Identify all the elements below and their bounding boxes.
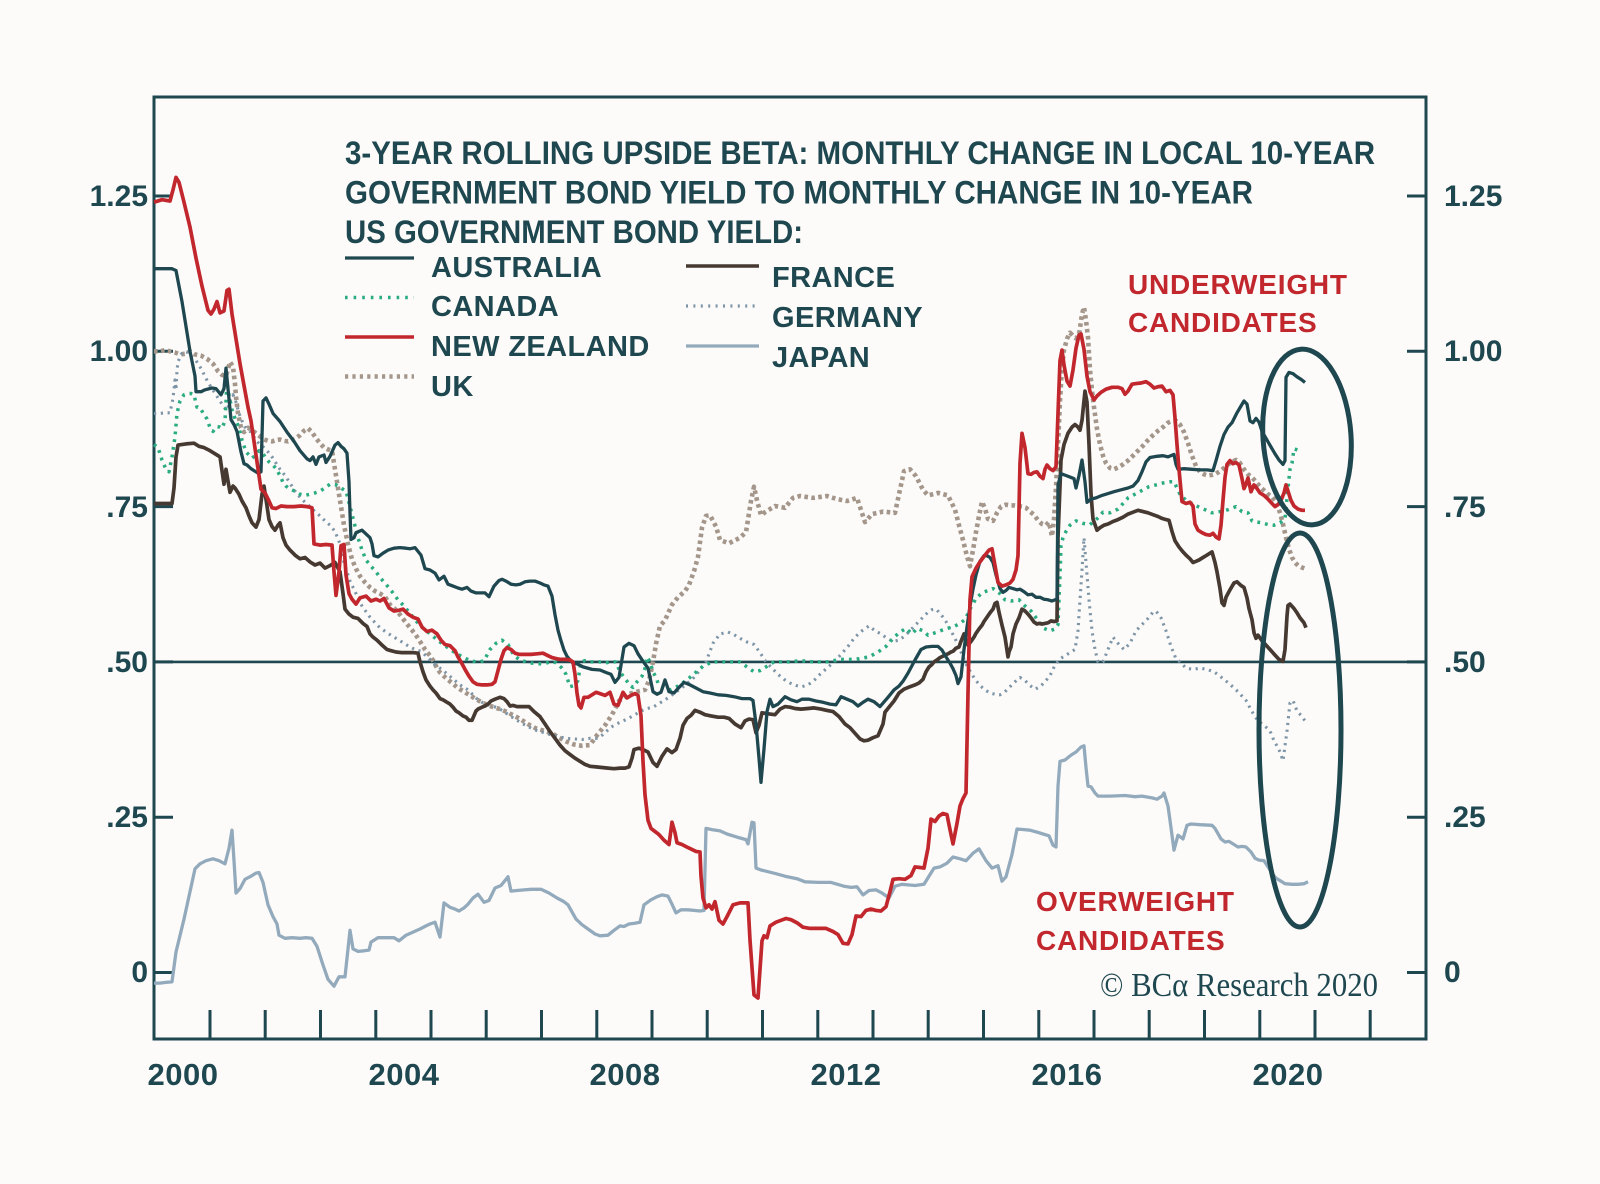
svg-text:UK: UK	[431, 371, 474, 403]
svg-text:2020: 2020	[1253, 1057, 1324, 1092]
svg-text:CANADA: CANADA	[431, 291, 559, 323]
svg-text:CANDIDATES: CANDIDATES	[1036, 925, 1225, 956]
svg-text:3-YEAR ROLLING UPSIDE BETA: MO: 3-YEAR ROLLING UPSIDE BETA: MONTHLY CHAN…	[345, 135, 1375, 171]
svg-text:1.00: 1.00	[1444, 335, 1502, 368]
svg-text:OVERWEIGHT: OVERWEIGHT	[1036, 886, 1235, 917]
svg-text:1.25: 1.25	[1444, 180, 1502, 213]
svg-text:GERMANY: GERMANY	[772, 302, 923, 334]
svg-text:2008: 2008	[590, 1057, 661, 1092]
svg-text:UNDERWEIGHT: UNDERWEIGHT	[1128, 269, 1348, 300]
svg-text:.75: .75	[1444, 491, 1486, 524]
svg-text:2016: 2016	[1032, 1057, 1103, 1092]
svg-text:1.25: 1.25	[90, 180, 148, 213]
svg-text:.75: .75	[106, 491, 148, 524]
svg-text:2000: 2000	[148, 1057, 219, 1092]
svg-text:1.00: 1.00	[90, 335, 148, 368]
svg-text:© BCα Research 2020: © BCα Research 2020	[1100, 967, 1378, 1004]
svg-text:.25: .25	[1444, 801, 1486, 834]
svg-text:.25: .25	[106, 801, 148, 834]
svg-text:CANDIDATES: CANDIDATES	[1128, 307, 1317, 338]
svg-text:GOVERNMENT BOND YIELD TO MONTH: GOVERNMENT BOND YIELD TO MONTHLY CHANGE …	[345, 175, 1253, 211]
svg-text:2004: 2004	[369, 1057, 440, 1092]
svg-text:US GOVERNMENT BOND YIELD:: US GOVERNMENT BOND YIELD:	[345, 214, 803, 250]
svg-text:AUSTRALIA: AUSTRALIA	[431, 252, 602, 284]
svg-text:2012: 2012	[811, 1057, 882, 1092]
svg-text:.50: .50	[106, 646, 148, 679]
svg-text:0: 0	[131, 956, 148, 989]
svg-text:NEW ZEALAND: NEW ZEALAND	[431, 331, 650, 363]
svg-text:0: 0	[1444, 956, 1461, 989]
svg-text:.50: .50	[1444, 646, 1486, 679]
svg-text:FRANCE: FRANCE	[772, 262, 895, 294]
svg-text:JAPAN: JAPAN	[772, 342, 870, 374]
